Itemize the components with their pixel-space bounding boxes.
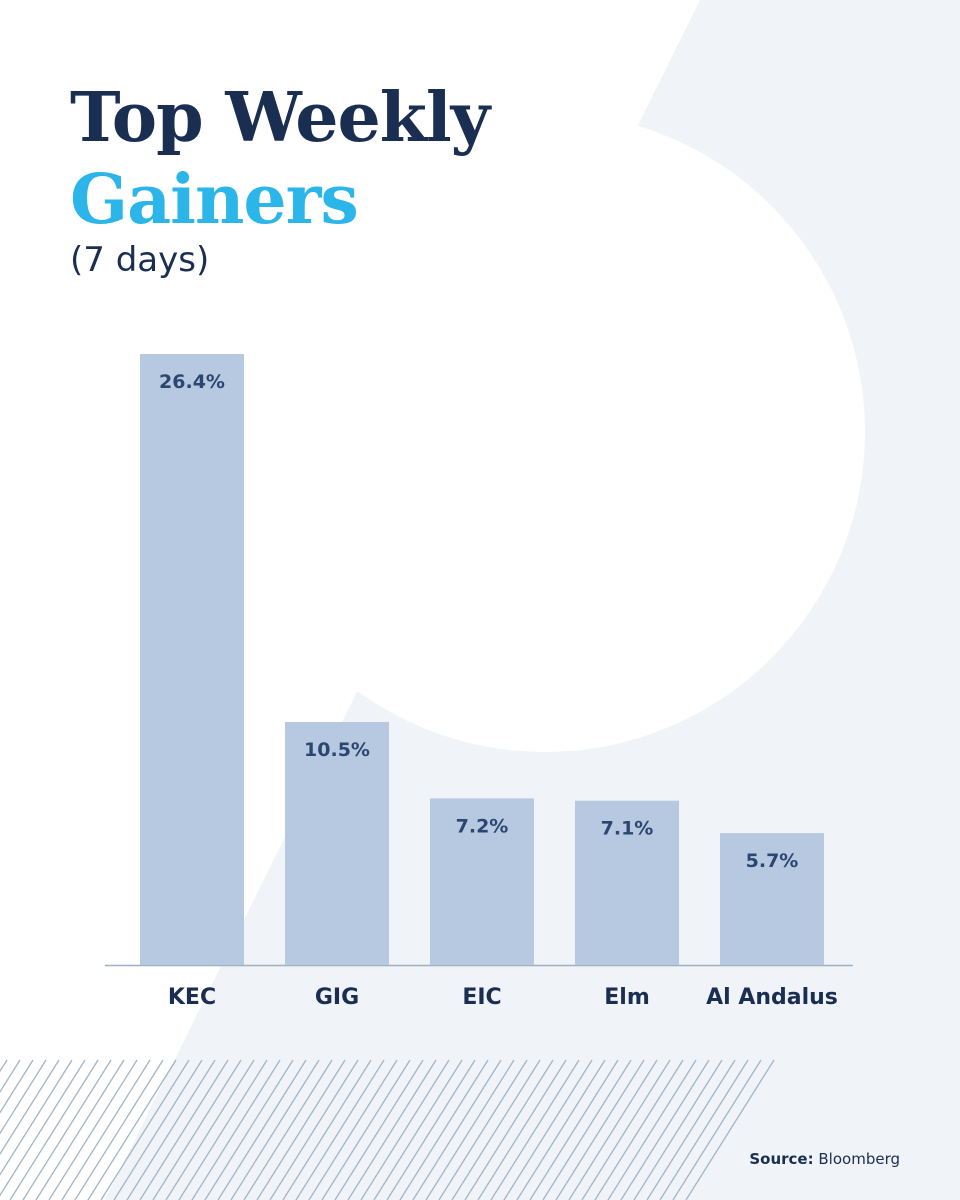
hatch-line — [646, 1059, 736, 1200]
hatch-line — [633, 1059, 723, 1200]
hatch-line — [490, 1059, 580, 1200]
hatch-line — [9, 1059, 99, 1200]
hatch-line — [308, 1059, 398, 1200]
hatch-line — [0, 1059, 60, 1156]
category-label: KEC — [168, 985, 216, 1010]
hatch-line — [685, 1059, 775, 1200]
hatch-line — [165, 1059, 255, 1200]
source-value: Bloomberg — [818, 1150, 900, 1168]
hatch-line — [386, 1059, 476, 1200]
bar-kec — [140, 354, 244, 965]
hatch-line — [243, 1059, 333, 1200]
hatch-line — [672, 1059, 762, 1200]
hatch-line — [542, 1059, 632, 1200]
category-label: Elm — [604, 985, 650, 1010]
hatch-line — [61, 1059, 151, 1200]
hatch-line — [0, 1059, 73, 1176]
hatch-line — [113, 1059, 203, 1200]
hatch-line — [529, 1059, 619, 1200]
category-label: GIG — [315, 985, 359, 1010]
hatch-line — [0, 1059, 21, 1094]
hatch-line — [217, 1059, 307, 1200]
hatch-line — [126, 1059, 216, 1200]
bars-group: 26.4% KEC 10.5% GIG 7.2% EIC 7.1% Elm 5.7% Al And… — [140, 354, 838, 1010]
hatch-line — [204, 1059, 294, 1200]
data-label: 26.4% — [159, 371, 225, 393]
hatch-line — [516, 1059, 606, 1200]
hatch-line — [503, 1059, 593, 1200]
hatch-line — [256, 1059, 346, 1200]
hatch-line — [594, 1059, 684, 1200]
hatch-line — [399, 1059, 489, 1200]
subtitle: (7 days) — [70, 240, 210, 280]
hatch-line — [22, 1059, 112, 1200]
data-label: 7.1% — [601, 818, 654, 840]
hatch-line — [87, 1059, 177, 1200]
bar-eic — [430, 798, 534, 965]
hatch-line — [412, 1059, 502, 1200]
hatch-line — [191, 1059, 281, 1200]
hatch-line — [334, 1059, 424, 1200]
hatch-line — [35, 1059, 125, 1200]
hatch-line — [74, 1059, 164, 1200]
hatch-line — [477, 1059, 567, 1200]
hatch-pattern — [0, 1059, 775, 1200]
hatch-line — [295, 1059, 385, 1200]
hatch-line — [100, 1059, 190, 1200]
hatch-line — [464, 1059, 554, 1200]
hatch-line — [269, 1059, 359, 1200]
hatch-line — [373, 1059, 463, 1200]
bar-elm — [575, 800, 679, 965]
hatch-line — [230, 1059, 320, 1200]
title-line-2: Gainers — [70, 160, 359, 240]
hatch-line — [48, 1059, 138, 1200]
hatch-line — [581, 1059, 671, 1200]
title-line-1: Top Weekly — [70, 78, 490, 158]
hatch-line — [347, 1059, 437, 1200]
background-circle — [225, 112, 865, 752]
hatch-line — [659, 1059, 749, 1200]
hatch-line — [607, 1059, 697, 1200]
hatch-line — [178, 1059, 268, 1200]
source-note: Source: Bloomberg — [749, 1150, 900, 1168]
hatch-line — [360, 1059, 450, 1200]
hatch-line — [568, 1059, 658, 1200]
hatch-line — [620, 1059, 710, 1200]
bar-al-andalus — [720, 833, 824, 965]
data-label: 10.5% — [304, 739, 370, 761]
source-label: Source: — [749, 1150, 814, 1168]
hatch-line — [152, 1059, 242, 1200]
hatch-line — [555, 1059, 645, 1200]
data-label: 5.7% — [746, 850, 799, 872]
hatch-line — [139, 1059, 229, 1200]
hatch-line — [282, 1059, 372, 1200]
bar-gig — [285, 721, 389, 965]
hatch-line — [0, 1059, 86, 1197]
category-label: Al Andalus — [706, 985, 838, 1010]
hatch-line — [0, 1059, 34, 1114]
hatch-line — [321, 1059, 411, 1200]
hatch-line — [451, 1059, 541, 1200]
data-label: 7.2% — [456, 815, 509, 837]
hatch-line — [438, 1059, 528, 1200]
hatch-line — [0, 1059, 47, 1135]
category-label: EIC — [462, 985, 501, 1010]
hatch-line — [425, 1059, 515, 1200]
